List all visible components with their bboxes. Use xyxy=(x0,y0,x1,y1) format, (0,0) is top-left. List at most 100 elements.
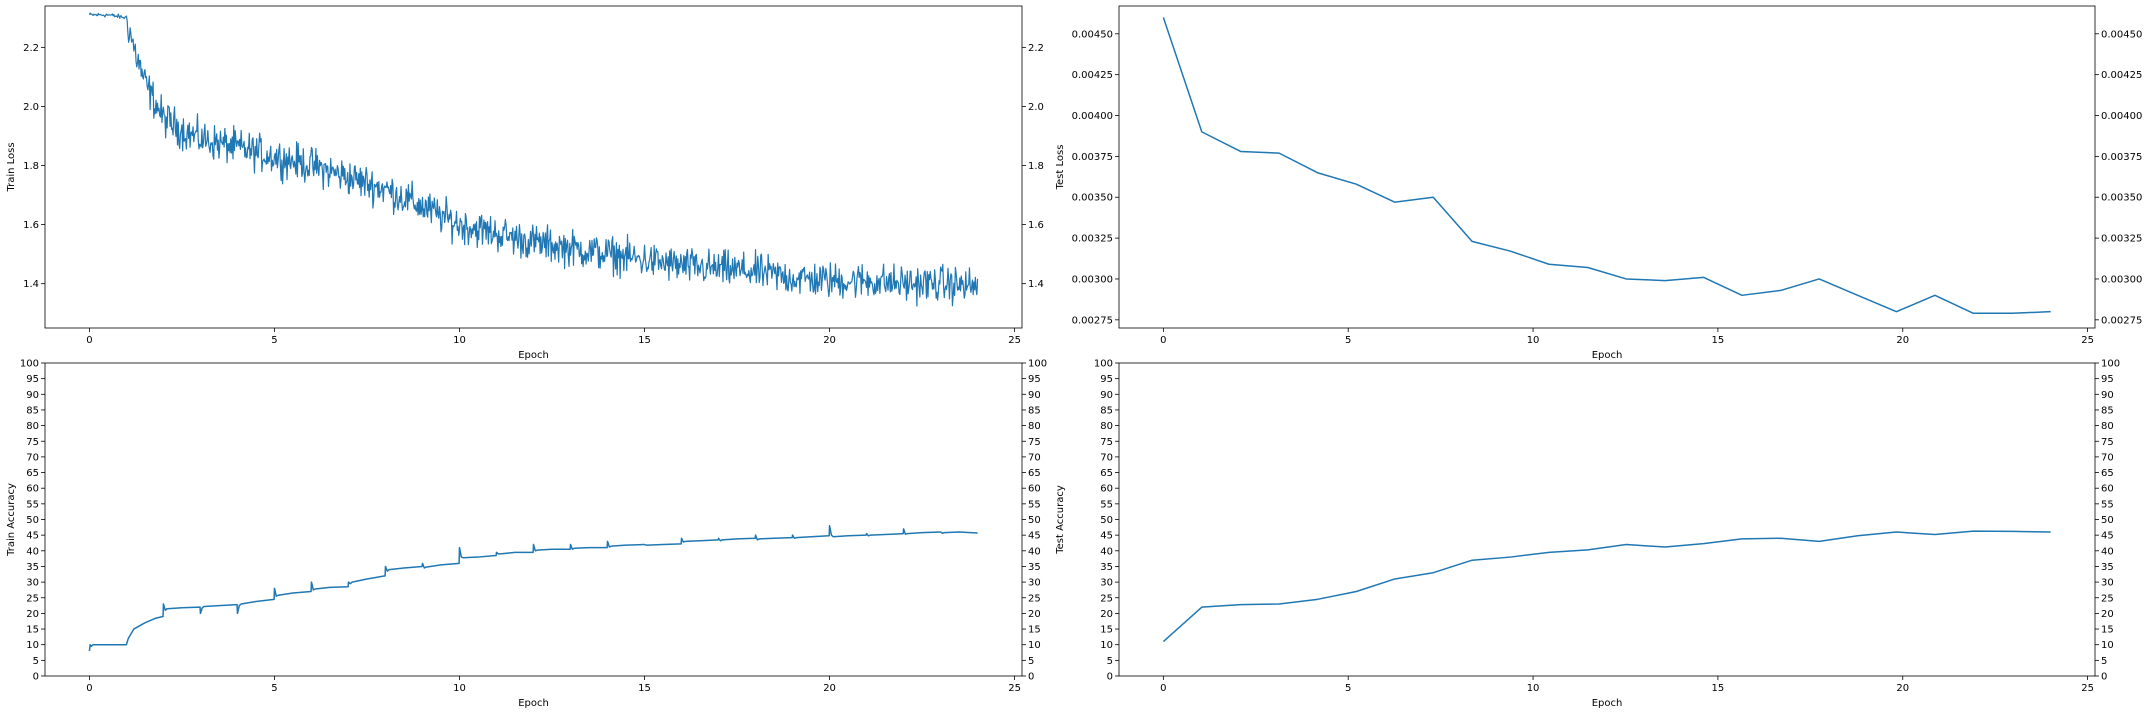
y-tick-label: 65 xyxy=(1100,468,1113,479)
y-tick-label: 45 xyxy=(1100,531,1113,542)
y-tick-label-right: 70 xyxy=(1028,452,1041,463)
y-tick-label-right: 60 xyxy=(1028,484,1041,495)
y-tick-label: 40 xyxy=(1100,546,1113,557)
subplot-1: 0 5 10 15 20 25 1.4 1.4 1.6 1.6 1.8 1.8 2.0 2.0 2.2 2.2… xyxy=(6,5,1044,361)
x-tick-label: 10 xyxy=(1527,335,1540,346)
y-tick-label: 0 xyxy=(1107,672,1113,683)
y-tick-label-right: 15 xyxy=(2101,625,2114,636)
y-tick-label: 25 xyxy=(1100,593,1113,604)
y-tick-label-right: 75 xyxy=(2101,437,2114,448)
y-tick-label: 100 xyxy=(20,359,39,370)
y-tick-label-right: 5 xyxy=(2101,656,2107,667)
y-tick-label-right: 1.8 xyxy=(1028,161,1044,172)
y-tick-label: 75 xyxy=(1100,437,1113,448)
y-tick-label: 55 xyxy=(1100,499,1113,510)
x-axis-label: Epoch xyxy=(1592,350,1623,361)
y-axis-label: Train Accuracy xyxy=(6,483,17,557)
y-tick-label: 0.00450 xyxy=(1072,29,1113,40)
y-tick-label: 90 xyxy=(26,390,39,401)
axes-frame xyxy=(1118,5,2096,329)
y-tick-label-right: 55 xyxy=(1028,499,1041,510)
y-tick-label: 1.6 xyxy=(23,220,39,231)
x-tick-label: 10 xyxy=(453,335,466,346)
axes-frame xyxy=(1118,362,2096,677)
y-tick-label: 20 xyxy=(1100,609,1113,620)
y-tick-label-right: 85 xyxy=(1028,405,1041,416)
y-tick-label: 85 xyxy=(26,405,39,416)
x-tick-label: 25 xyxy=(2081,335,2094,346)
series-line xyxy=(1162,530,2051,643)
y-tick-label: 2.0 xyxy=(23,102,39,113)
y-tick-label-right: 10 xyxy=(1028,640,1041,651)
y-tick-label-right: 30 xyxy=(1028,578,1041,589)
subplot-2: 0 5 10 15 20 25 0.00275 0.00275 0.00300 0.00300 0.… xyxy=(1055,5,2142,361)
y-tick-label: 70 xyxy=(1100,452,1113,463)
x-tick-label: 15 xyxy=(638,335,651,346)
y-tick-label-right: 45 xyxy=(1028,531,1041,542)
y-tick-label-right: 0.00300 xyxy=(2101,274,2142,285)
x-tick-label: 0 xyxy=(1160,683,1166,694)
y-tick-label-right: 40 xyxy=(1028,546,1041,557)
y-tick-label-right: 0.00425 xyxy=(2101,70,2142,81)
x-tick-label: 0 xyxy=(1160,335,1166,346)
y-tick-label: 40 xyxy=(26,546,39,557)
y-tick-label-right: 55 xyxy=(2101,499,2114,510)
x-tick-label: 5 xyxy=(271,683,277,694)
y-tick-label: 50 xyxy=(26,515,39,526)
x-tick-label: 10 xyxy=(1527,683,1540,694)
y-tick-label-right: 90 xyxy=(2101,390,2114,401)
y-tick-label-right: 95 xyxy=(2101,374,2114,385)
y-tick-label: 35 xyxy=(26,562,39,573)
y-tick-label-right: 80 xyxy=(2101,421,2114,432)
y-tick-label-right: 70 xyxy=(2101,452,2114,463)
y-tick-label-right: 20 xyxy=(1028,609,1041,620)
y-tick-label: 100 xyxy=(1094,359,1113,370)
y-tick-label: 0.00375 xyxy=(1072,152,1113,163)
y-tick-label: 2.2 xyxy=(23,43,39,54)
x-axis-label: Epoch xyxy=(518,350,549,361)
y-tick-label-right: 0.00400 xyxy=(2101,111,2142,122)
y-tick-label-right: 50 xyxy=(1028,515,1041,526)
y-tick-label: 95 xyxy=(1100,374,1113,385)
x-axis-label: Epoch xyxy=(1592,698,1623,709)
y-tick-label: 20 xyxy=(26,609,39,620)
y-tick-label-right: 100 xyxy=(2101,359,2120,370)
y-tick-label: 0.00325 xyxy=(1072,234,1113,245)
y-tick-label-right: 65 xyxy=(2101,468,2114,479)
y-tick-label: 35 xyxy=(1100,562,1113,573)
y-tick-label: 90 xyxy=(1100,390,1113,401)
y-tick-label-right: 0.00450 xyxy=(2101,29,2142,40)
y-axis-label: Test Accuracy xyxy=(1055,485,1066,555)
y-tick-label-right: 95 xyxy=(1028,374,1041,385)
y-tick-label-right: 35 xyxy=(2101,562,2114,573)
y-tick-label-right: 2.0 xyxy=(1028,102,1044,113)
axes-frame xyxy=(44,362,1023,677)
y-tick-label: 75 xyxy=(26,437,39,448)
x-tick-label: 0 xyxy=(86,335,92,346)
y-tick-label-right: 10 xyxy=(2101,640,2114,651)
x-tick-label: 20 xyxy=(823,683,836,694)
x-tick-label: 15 xyxy=(1712,335,1725,346)
x-tick-label: 10 xyxy=(453,683,466,694)
y-tick-label: 0.00400 xyxy=(1072,111,1113,122)
y-tick-label: 80 xyxy=(26,421,39,432)
y-tick-label-right: 100 xyxy=(1028,359,1047,370)
x-tick-label: 15 xyxy=(638,683,651,694)
series-line xyxy=(88,12,979,307)
y-axis-label: Train Loss xyxy=(6,142,17,192)
y-tick-label: 50 xyxy=(1100,515,1113,526)
y-tick-label-right: 35 xyxy=(1028,562,1041,573)
y-tick-label: 0.00425 xyxy=(1072,70,1113,81)
y-tick-label-right: 80 xyxy=(1028,421,1041,432)
y-tick-label: 55 xyxy=(26,499,39,510)
y-tick-label-right: 85 xyxy=(2101,405,2114,416)
y-tick-label: 1.4 xyxy=(23,279,39,290)
y-tick-label-right: 2.2 xyxy=(1028,43,1044,54)
y-tick-label-right: 15 xyxy=(1028,625,1041,636)
y-tick-label-right: 90 xyxy=(1028,390,1041,401)
series-line xyxy=(88,525,978,652)
y-tick-label: 45 xyxy=(26,531,39,542)
x-tick-label: 25 xyxy=(2081,683,2094,694)
